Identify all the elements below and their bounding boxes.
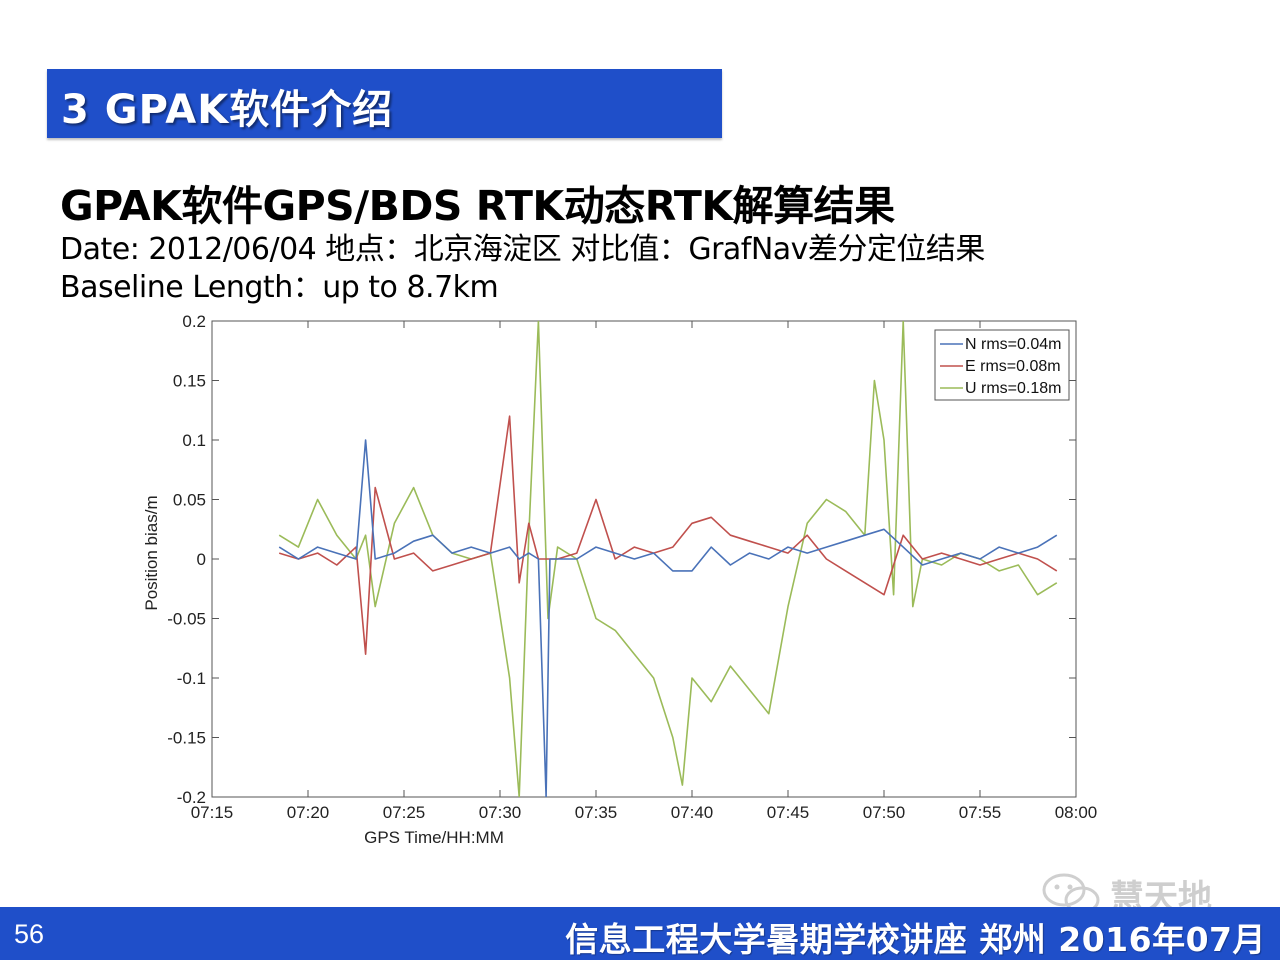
y-tick-label: 0.1 [182,431,206,450]
y-tick-label: 0.05 [173,491,206,510]
slide-heading: GPAK软件GPS/BDS RTK动态RTK解算结果 [60,182,895,230]
y-axis-title: Position bias/m [142,495,161,610]
legend-label: E rms=0.08m [965,358,1061,375]
y-tick-label: -0.05 [167,610,206,629]
slide-info-line-date: Date: 2012/06/04 地点：北京海淀区 对比值：GrafNav差分定… [60,232,985,267]
x-tick-label: 07:45 [767,803,810,822]
legend-label: N rms=0.04m [965,336,1061,353]
section-title: 3 GPAK软件介绍 [61,87,394,133]
footer-bar: 56 信息工程大学暑期学校讲座 郑州 2016年07月 [0,907,1280,960]
footer-text: 信息工程大学暑期学校讲座 郑州 2016年07月 [565,920,1266,959]
chart-area: 07:15 07:20 07:25 07:30 07:35 07:40 07:45 07:50… [0,300,1280,860]
series-line-n [278,439,1058,797]
x-tick-label: 07:55 [959,803,1002,822]
x-tick-label: 08:00 [1055,803,1098,822]
y-tick-label: -0.1 [177,669,206,688]
page-number: 56 [14,919,45,949]
legend-label: U rms=0.18m [965,380,1061,397]
position-bias-chart: 07:15 07:20 07:25 07:30 07:35 07:40 07:45 07:50… [142,312,1098,847]
section-banner: 3 GPAK软件介绍 [47,69,722,138]
x-tick-label: 07:40 [671,803,714,822]
x-tick-label: 07:30 [479,803,522,822]
x-tick-label: 07:15 [191,803,234,822]
y-tick-label: 0.2 [182,312,206,331]
slide-info-line-baseline: Baseline Length：up to 8.7km [60,270,499,305]
x-axis-title: GPS Time/HH:MM [364,828,504,847]
x-tick-label: 07:25 [383,803,426,822]
y-tick-label: 0.15 [173,372,206,391]
y-tick-label: -0.15 [167,729,206,748]
x-tick-label: 07:20 [287,803,330,822]
series-line-u [278,321,1058,797]
y-tick-label: 0 [197,550,206,569]
x-tick-label: 07:50 [863,803,906,822]
y-tick-label: -0.2 [177,788,206,807]
series-line-e [278,415,1058,656]
x-tick-label: 07:35 [575,803,618,822]
